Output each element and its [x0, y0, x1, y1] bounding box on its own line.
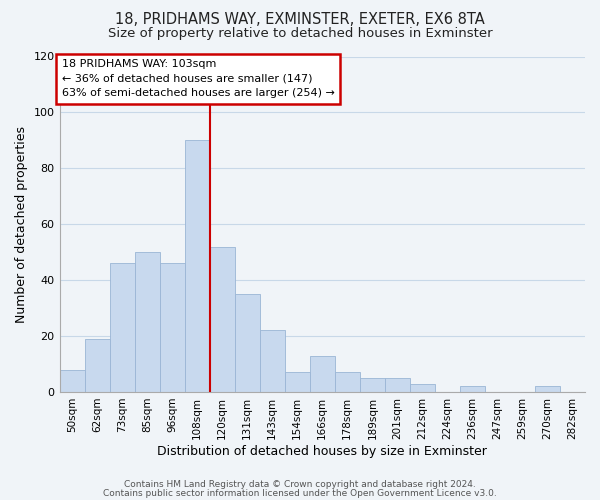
Text: 18, PRIDHAMS WAY, EXMINSTER, EXETER, EX6 8TA: 18, PRIDHAMS WAY, EXMINSTER, EXETER, EX6… [115, 12, 485, 28]
Bar [535, 386, 560, 392]
Text: Contains public sector information licensed under the Open Government Licence v3: Contains public sector information licen… [103, 489, 497, 498]
Bar [110, 264, 134, 392]
Bar [335, 372, 360, 392]
Bar [235, 294, 260, 392]
Bar [385, 378, 410, 392]
Bar [360, 378, 385, 392]
Bar [160, 264, 185, 392]
Bar [85, 339, 110, 392]
X-axis label: Distribution of detached houses by size in Exminster: Distribution of detached houses by size … [157, 444, 487, 458]
Bar [185, 140, 209, 392]
Bar [410, 384, 435, 392]
Bar [310, 356, 335, 392]
Text: 18 PRIDHAMS WAY: 103sqm
← 36% of detached houses are smaller (147)
63% of semi-d: 18 PRIDHAMS WAY: 103sqm ← 36% of detache… [62, 60, 335, 98]
Text: Size of property relative to detached houses in Exminster: Size of property relative to detached ho… [107, 28, 493, 40]
Text: Contains HM Land Registry data © Crown copyright and database right 2024.: Contains HM Land Registry data © Crown c… [124, 480, 476, 489]
Bar [209, 246, 235, 392]
Bar [59, 370, 85, 392]
Bar [134, 252, 160, 392]
Y-axis label: Number of detached properties: Number of detached properties [15, 126, 28, 322]
Bar [460, 386, 485, 392]
Bar [260, 330, 285, 392]
Bar [285, 372, 310, 392]
